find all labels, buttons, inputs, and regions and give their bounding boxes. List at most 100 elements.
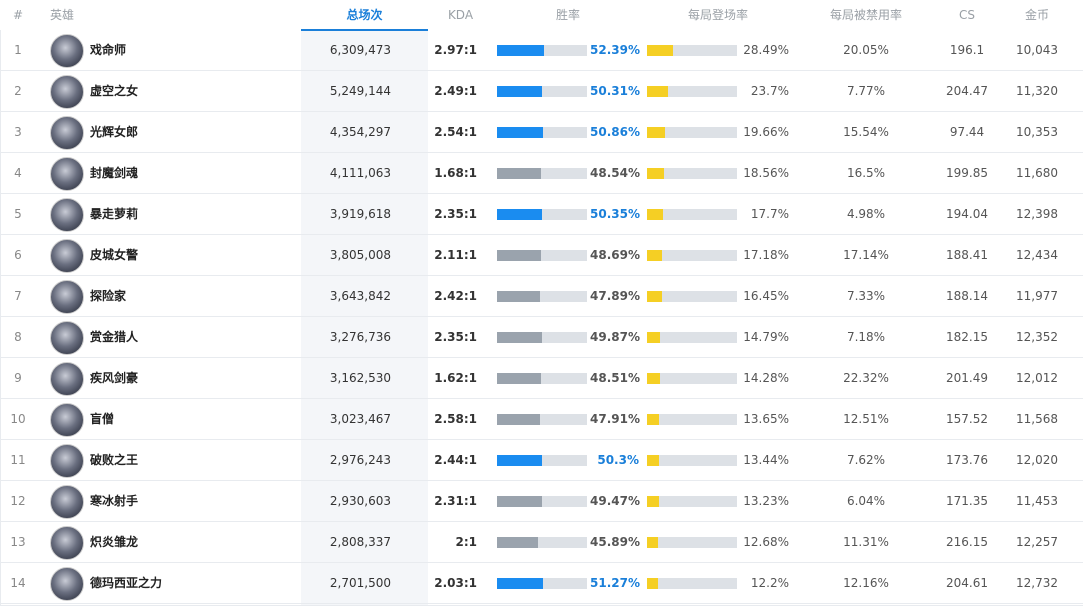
cell: 13.65% (743, 412, 789, 426)
bar-track (647, 332, 737, 343)
cell: 7.77% (846, 84, 886, 98)
cell: 2.31:1 (434, 494, 477, 508)
hero-avatar (50, 239, 84, 273)
cell: 50.35% (590, 207, 640, 221)
cell: 11,453 (1016, 494, 1058, 508)
cell: 疾风剑豪 (90, 371, 139, 385)
cell: 2.97:1 (434, 43, 477, 57)
hero-avatar (50, 526, 84, 560)
bar-track (647, 578, 737, 589)
cell: 12,012 (1016, 371, 1058, 385)
cell: 7.62% (846, 453, 886, 467)
hero-avatar (50, 321, 84, 355)
bar-track (497, 127, 587, 138)
table-row: 2 虚空之女 5,249,144 2.49:1 50.31% 23.7% 7.77% 204.… (0, 71, 1083, 112)
bar-fill (647, 455, 660, 466)
table-row: 12 寒冰射手 2,930,603 2.31:1 49.47% 13.23% 6.04% 17… (0, 481, 1083, 522)
sorted-column-underline (301, 29, 428, 31)
bar-track (497, 414, 587, 425)
cell: 3,023,467 (329, 412, 391, 426)
bar-fill (647, 373, 660, 384)
cell: 盲僧 (90, 412, 115, 426)
hero-avatar (50, 34, 84, 68)
column-header: 每局登场率 (687, 8, 748, 22)
bar-fill (497, 209, 543, 220)
bar-track (647, 537, 737, 548)
cell: 4.98% (846, 207, 886, 221)
cell: 48.69% (590, 248, 640, 262)
bar-track (647, 291, 737, 302)
cell: 12 (10, 494, 26, 508)
cell: 11.31% (843, 535, 889, 549)
cell: 20.05% (843, 43, 889, 57)
hero-avatar (50, 444, 84, 478)
cell: 51.27% (590, 576, 640, 590)
cell: 3,162,530 (329, 371, 391, 385)
bar-fill (647, 291, 662, 302)
hero-avatar (50, 485, 84, 519)
cell: 光辉女郎 (90, 125, 139, 139)
cell: 4 (14, 166, 22, 180)
table-row: 14 德玛西亚之力 2,701,500 2.03:1 51.27% 12.2% 12.16%… (0, 563, 1083, 604)
table-row: 8 赏金猎人 3,276,736 2.35:1 49.87% 14.79% 7.18% 182… (0, 317, 1083, 358)
column-header: 英雄 (50, 8, 75, 22)
cell: 47.91% (590, 412, 640, 426)
bar-fill (497, 250, 541, 261)
bar-track (497, 496, 587, 507)
sorted-column-bg (301, 30, 428, 606)
cell: 11,977 (1016, 289, 1058, 303)
cell: 3,643,842 (329, 289, 391, 303)
cell: 4,354,297 (329, 125, 391, 139)
bar-fill (497, 455, 543, 466)
cell: 194.04 (946, 207, 988, 221)
cell: 13 (10, 535, 26, 549)
cell: 6,309,473 (329, 43, 391, 57)
table-row: 7 探险家 3,643,842 2.42:1 47.89% 16.45% 7.33% 188.… (0, 276, 1083, 317)
cell: 4,111,063 (329, 166, 391, 180)
column-header: 总场次 (346, 8, 383, 22)
hero-avatar (50, 116, 84, 150)
table-row: 10 盲僧 3,023,467 2.58:1 47.91% 13.65% 12.51% 157… (0, 399, 1083, 440)
cell: 寒冰射手 (90, 494, 139, 508)
bar-track (497, 45, 587, 56)
bar-fill (497, 537, 539, 548)
cell: 2.44:1 (434, 453, 477, 467)
column-header: 胜率 (555, 8, 580, 22)
bar-track (647, 127, 737, 138)
cell: 皮城女警 (90, 248, 139, 262)
cell: 17.7% (750, 207, 789, 221)
bar-track (647, 455, 737, 466)
bar-track (647, 250, 737, 261)
bar-fill (647, 250, 663, 261)
cell: 5,249,144 (329, 84, 391, 98)
bar-track (497, 578, 587, 589)
bar-fill (647, 414, 660, 425)
cell: 18.56% (743, 166, 789, 180)
cell: 28.49% (743, 43, 789, 57)
cell: 17.14% (843, 248, 889, 262)
cell: 188.41 (946, 248, 988, 262)
cell: 49.87% (590, 330, 640, 344)
cell: 9 (14, 371, 22, 385)
cell: 16.5% (846, 166, 886, 180)
cell: 45.89% (590, 535, 640, 549)
hero-avatar (50, 157, 84, 191)
bar-fill (497, 373, 541, 384)
cell: 12,732 (1016, 576, 1058, 590)
cell: 97.44 (949, 125, 985, 139)
bar-track (647, 209, 737, 220)
cell: 10,043 (1016, 43, 1058, 57)
bar-fill (647, 496, 659, 507)
cell: 虚空之女 (90, 84, 139, 98)
cell: 暴走萝莉 (90, 207, 139, 221)
bar-track (497, 455, 587, 466)
cell: 157.52 (946, 412, 988, 426)
column-header: KDA (447, 8, 474, 22)
bar-fill (647, 45, 673, 56)
cell: 14.28% (743, 371, 789, 385)
cell: 1 (14, 43, 22, 57)
cell: 3,805,008 (329, 248, 391, 262)
cell: 11 (10, 453, 26, 467)
cell: 12.2% (750, 576, 789, 590)
